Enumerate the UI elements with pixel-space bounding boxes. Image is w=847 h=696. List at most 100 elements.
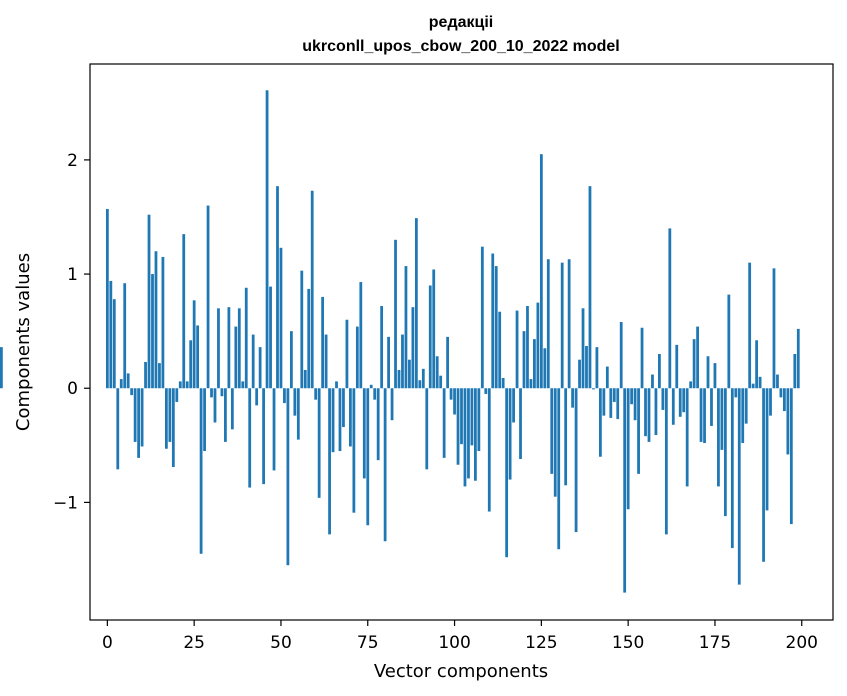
- bar-component-124: [536, 302, 540, 389]
- bar-component-147: [616, 388, 620, 420]
- bar-component-100: [453, 388, 456, 415]
- bar-component-2: [112, 299, 116, 389]
- bar-component-15: [158, 363, 161, 389]
- bar-component-60: [314, 388, 318, 400]
- bar-component-175: [713, 363, 717, 389]
- bar-component-84: [397, 369, 401, 389]
- bar-component-176: [717, 388, 720, 487]
- bar-component-29: [206, 205, 210, 389]
- bar-component-170: [696, 326, 699, 389]
- bar-component-137: [581, 308, 585, 389]
- bar-component-116: [508, 388, 512, 480]
- bar-component-27: [199, 388, 203, 554]
- bar-component-125: [539, 154, 543, 389]
- bar-component-70: [349, 388, 352, 447]
- bar-component-145: [609, 388, 613, 418]
- bar-component-154: [640, 327, 644, 389]
- bar-component-96: [439, 375, 443, 389]
- bar-component-62: [321, 296, 325, 389]
- bar-component-151: [630, 388, 634, 405]
- y-tick-label: 2: [67, 151, 78, 171]
- bar-component-97: [442, 388, 446, 458]
- bar-component-112: [494, 266, 498, 389]
- bar-component-168: [689, 381, 693, 389]
- bar-component-181: [734, 388, 738, 398]
- bar-component-131: [560, 262, 564, 389]
- x-tick-label: 25: [183, 633, 205, 653]
- bar-component-35: [227, 307, 231, 389]
- bar-component-37: [234, 326, 238, 389]
- bar-component-128: [550, 388, 554, 474]
- bar-component-110: [487, 388, 491, 512]
- bar-component-134: [571, 388, 574, 408]
- bar-component-83: [394, 239, 397, 389]
- bar-component-186: [751, 383, 755, 389]
- x-axis-label: Vector components: [374, 661, 548, 682]
- bar-component-119: [519, 388, 522, 460]
- bar-component-38: [237, 308, 241, 389]
- bar-component-117: [512, 388, 515, 423]
- bar-component-196: [786, 388, 790, 455]
- bar-component-171: [699, 388, 703, 442]
- bar-component-11: [144, 361, 147, 389]
- bar-series: [0, 90, 800, 593]
- bar-component-157: [651, 374, 654, 389]
- bar-component-105: [470, 388, 474, 446]
- bar-component-68: [342, 388, 345, 428]
- bar-component-192: [772, 268, 776, 389]
- bar-component-159: [658, 353, 661, 389]
- bar-component-160: [661, 388, 665, 410]
- bar-component-140: [592, 388, 595, 390]
- bar-component-132: [564, 388, 568, 486]
- bar-component-86: [404, 266, 408, 389]
- bar-component-156: [647, 388, 651, 442]
- bar-component-18: [168, 388, 172, 442]
- bar-component-130: [557, 388, 561, 550]
- bar-component-91: [421, 368, 425, 389]
- bar-component-185: [748, 262, 752, 389]
- bar-component-79: [380, 306, 384, 389]
- bar-component-101: [456, 388, 460, 465]
- bar-component-39: [241, 381, 245, 389]
- bar-component-75: [366, 388, 370, 526]
- bar-component-167: [685, 388, 689, 487]
- bar-component-52: [286, 388, 290, 566]
- bar-component-66: [335, 381, 338, 389]
- bar-component-71: [352, 388, 356, 513]
- bar-component-139: [588, 186, 592, 389]
- bar-component-8: [133, 388, 137, 442]
- bar-component-103: [463, 388, 467, 487]
- bar-component-107: [477, 388, 481, 452]
- bar-component-10: [140, 388, 144, 447]
- bar-component-40: [244, 287, 248, 389]
- bar-component-67: [338, 388, 342, 452]
- bar-component-34: [224, 388, 227, 442]
- bar-component-152: [633, 388, 637, 421]
- bar-component-36: [230, 388, 234, 430]
- x-tick-label: 200: [786, 633, 818, 653]
- bar-component-31: [213, 388, 217, 423]
- bar-component-90: [418, 380, 422, 389]
- bar-component-1: [109, 280, 113, 389]
- bar-component-73: [359, 282, 363, 389]
- bar-component-28: [203, 388, 206, 452]
- bar-component-111: [491, 253, 495, 389]
- bar-component-148: [619, 322, 623, 389]
- bar-component-187: [755, 340, 759, 389]
- bar-component-65: [331, 388, 335, 453]
- bar-component-82: [390, 388, 394, 421]
- bar-component-184: [744, 388, 748, 424]
- bar-component-74: [362, 388, 366, 479]
- bar-component-133: [567, 259, 571, 389]
- bar-component-104: [467, 388, 470, 479]
- bar-component-102: [460, 388, 463, 445]
- bar-component-174: [710, 388, 713, 426]
- bar-component-63: [324, 334, 328, 389]
- bar-component-12: [147, 214, 151, 389]
- bar-component-173: [706, 356, 710, 389]
- bar-component-180: [730, 388, 734, 549]
- y-axis-label: Components values: [13, 253, 34, 431]
- bar-component-149: [623, 388, 627, 593]
- bar-component-26: [196, 325, 200, 389]
